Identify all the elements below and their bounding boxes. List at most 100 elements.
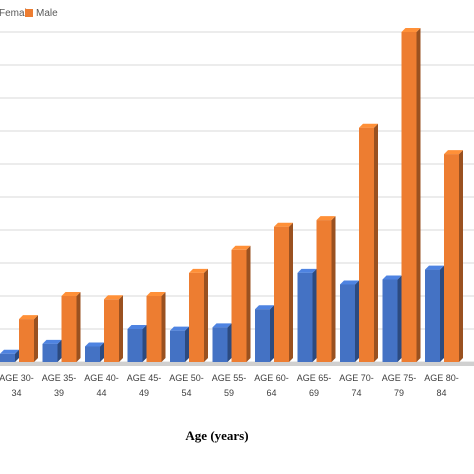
bar-front (0, 353, 15, 362)
legend-swatch-male (25, 9, 33, 17)
bar-side (34, 315, 38, 362)
x-tick-label: 84 (436, 388, 446, 398)
x-tick-label: AGE 35- (42, 373, 77, 383)
x-tick-label: 69 (309, 388, 319, 398)
bar-top (274, 222, 293, 227)
bar-female-2 (42, 339, 62, 362)
x-tick-label: 79 (394, 388, 404, 398)
bar-front (340, 284, 355, 362)
x-tick-label: 49 (139, 388, 149, 398)
bar-top (42, 339, 62, 344)
bar-front (146, 296, 162, 362)
bar-female-7 (255, 305, 274, 362)
bar-front (255, 309, 270, 362)
bars (0, 28, 463, 362)
bar-top (127, 325, 147, 329)
bar-female-4 (127, 325, 147, 362)
bar-side (15, 349, 19, 362)
bar-front (359, 127, 374, 362)
bar-side (289, 222, 293, 362)
bar-front (316, 220, 332, 362)
x-tick-label: 34 (11, 388, 21, 398)
x-tick-label: 39 (54, 388, 64, 398)
bar-front (127, 329, 143, 362)
bar-front (425, 269, 440, 362)
x-tick-label: 74 (351, 388, 361, 398)
x-tick-label: AGE 70- (339, 373, 374, 383)
bar-side (227, 323, 232, 362)
bar-side (185, 326, 189, 362)
x-tick-label: 44 (96, 388, 106, 398)
bar-front (382, 279, 398, 362)
bar-female-8 (297, 268, 317, 362)
bar-side (161, 292, 166, 362)
x-tick-label: AGE 45- (127, 373, 162, 383)
chart-floor (0, 362, 474, 366)
bar-male-9 (359, 123, 378, 362)
bar-top (231, 245, 251, 250)
bar-side (374, 123, 378, 362)
bar-side (331, 216, 336, 362)
x-axis (0, 362, 474, 366)
x-tick-label: AGE 80- (424, 373, 459, 383)
bar-top (170, 326, 189, 331)
bar-top (340, 280, 359, 285)
bar-front (444, 154, 459, 362)
bar-male-6 (231, 245, 251, 362)
bar-male-1 (19, 315, 38, 362)
bar-front (297, 272, 313, 362)
bar-top (61, 292, 81, 296)
bar-female-5 (170, 326, 189, 362)
x-tick-label: AGE 75- (382, 373, 417, 383)
bar-top (297, 268, 317, 273)
bar-top (316, 216, 336, 221)
bar-top (401, 28, 421, 32)
legend: Female Male (0, 8, 58, 19)
bar-top (382, 275, 402, 280)
bar-female-9 (340, 280, 359, 362)
bar-top (189, 268, 208, 273)
bar-top (85, 342, 104, 347)
bar-male-7 (274, 222, 293, 362)
bar-side (397, 275, 402, 362)
bar-front (61, 296, 77, 362)
bar-top (444, 150, 463, 155)
bar-side (142, 325, 147, 362)
legend-label-male: Male (36, 8, 58, 19)
bar-side (76, 292, 81, 362)
x-tick-label: AGE 40- (84, 373, 119, 383)
bar-front (104, 299, 119, 362)
bar-top (425, 265, 444, 270)
x-tick-label: AGE 30- (0, 373, 34, 383)
bar-front (401, 32, 417, 362)
bar-male-5 (189, 268, 208, 362)
x-tick-label: AGE 65- (297, 373, 332, 383)
bar-side (100, 342, 104, 362)
bar-top (359, 123, 378, 128)
x-tick-label: AGE 50- (169, 373, 204, 383)
bar-side (246, 245, 251, 362)
x-tick-label: 64 (266, 388, 276, 398)
bar-top (212, 323, 232, 328)
bar-side (440, 265, 444, 362)
bar-front (170, 330, 185, 362)
bar-front (19, 319, 34, 362)
bar-side (270, 305, 274, 362)
bar-side (355, 280, 359, 362)
bar-male-2 (61, 292, 81, 362)
bar-side (119, 295, 123, 362)
x-axis-label: Age (years) (185, 428, 248, 443)
legend-label-female: Female (0, 8, 33, 19)
bar-male-3 (104, 295, 123, 362)
bar-side (57, 339, 62, 362)
bar-male-10 (401, 28, 421, 362)
bar-male-4 (146, 292, 166, 362)
bar-side (416, 28, 421, 362)
bar-front (42, 343, 58, 362)
bar-side (204, 268, 208, 362)
bar-front (85, 346, 100, 362)
x-tick-label: AGE 55- (212, 373, 247, 383)
bar-female-11 (425, 265, 444, 362)
